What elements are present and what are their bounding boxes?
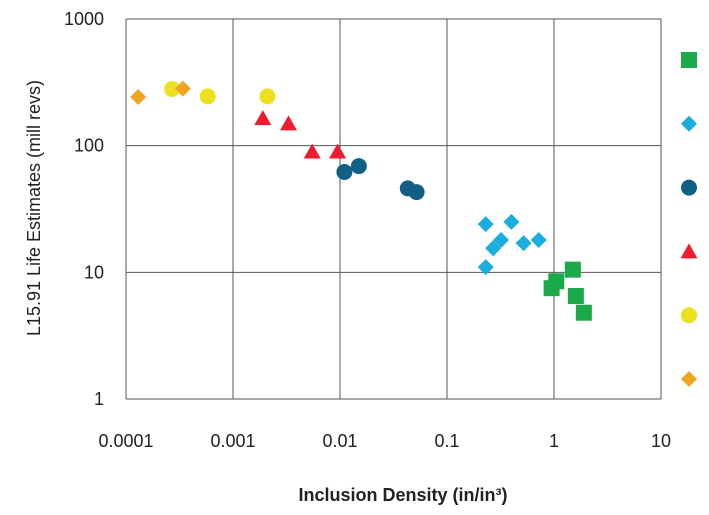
data-point-diamond [503,213,520,230]
x-tick-label: 1 [549,431,559,451]
y-axis-title: L15.91 Life Estimates (mill revs) [24,80,44,336]
data-point-circle [259,88,276,105]
legend-marker-diamond [681,115,697,132]
y-tick-label: 1 [94,389,104,409]
x-tick-label: 0.01 [322,431,357,451]
x-axis-title: Inclusion Density (in/in³) [298,485,507,505]
data-point-circle [336,163,353,180]
data-point-diamond [493,231,510,248]
data-point-square [575,304,592,321]
y-tick-label: 1000 [64,9,104,29]
x-tick-labels: 0.0001 0.001 0.01 0.1 1 10 [98,431,671,451]
x-tick-label: 0.1 [434,431,459,451]
data-point-diamond [477,259,494,276]
legend [680,52,698,387]
data-point-diamond [530,231,547,248]
legend-marker-triangle [680,243,698,259]
data-points [130,80,592,321]
legend-marker-square [681,52,697,68]
data-point-diamond [485,240,502,257]
y-tick-labels: 1 10 100 1000 [64,9,104,409]
data-point-square [548,273,565,290]
x-tick-label: 10 [651,431,671,451]
grid-layer [125,18,662,400]
data-point-diamond [130,89,147,106]
x-tick-label: 0.001 [210,431,255,451]
y-tick-label: 100 [74,136,104,156]
data-point-diamond [515,235,532,252]
data-point-triangle [254,110,272,126]
data-point-diamond [174,80,191,97]
data-point-square [564,261,581,278]
data-point-circle [408,184,425,201]
data-point-triangle [329,143,347,159]
legend-marker-circle [681,179,697,196]
legend-marker-diamond [681,371,697,387]
data-point-triangle [279,115,297,131]
data-point-circle [350,158,367,175]
data-point-diamond [477,216,494,233]
data-point-circle [199,88,216,105]
data-point-triangle [303,143,321,159]
y-tick-label: 10 [84,262,104,282]
data-point-square [567,288,584,305]
legend-marker-circle [681,307,697,324]
data-point-circle [164,81,181,98]
x-tick-label: 0.0001 [98,431,153,451]
